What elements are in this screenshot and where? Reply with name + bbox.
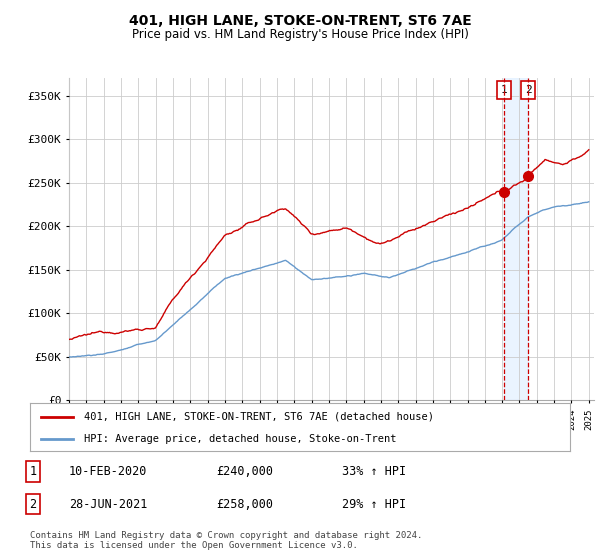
Text: Contains HM Land Registry data © Crown copyright and database right 2024.
This d: Contains HM Land Registry data © Crown c… bbox=[30, 531, 422, 550]
Text: £240,000: £240,000 bbox=[216, 465, 273, 478]
Bar bbox=[504, 78, 528, 400]
Text: Price paid vs. HM Land Registry's House Price Index (HPI): Price paid vs. HM Land Registry's House … bbox=[131, 28, 469, 41]
Text: 33% ↑ HPI: 33% ↑ HPI bbox=[342, 465, 406, 478]
Text: 401, HIGH LANE, STOKE-ON-TRENT, ST6 7AE: 401, HIGH LANE, STOKE-ON-TRENT, ST6 7AE bbox=[128, 14, 472, 28]
Text: 28-JUN-2021: 28-JUN-2021 bbox=[69, 497, 148, 511]
Text: 10-FEB-2020: 10-FEB-2020 bbox=[69, 465, 148, 478]
Text: 1: 1 bbox=[29, 465, 37, 478]
Text: 401, HIGH LANE, STOKE-ON-TRENT, ST6 7AE (detached house): 401, HIGH LANE, STOKE-ON-TRENT, ST6 7AE … bbox=[84, 412, 434, 422]
Text: £258,000: £258,000 bbox=[216, 497, 273, 511]
Text: HPI: Average price, detached house, Stoke-on-Trent: HPI: Average price, detached house, Stok… bbox=[84, 434, 397, 444]
Text: 1: 1 bbox=[500, 85, 507, 95]
Text: 29% ↑ HPI: 29% ↑ HPI bbox=[342, 497, 406, 511]
Text: 2: 2 bbox=[525, 85, 532, 95]
Text: 2: 2 bbox=[29, 497, 37, 511]
